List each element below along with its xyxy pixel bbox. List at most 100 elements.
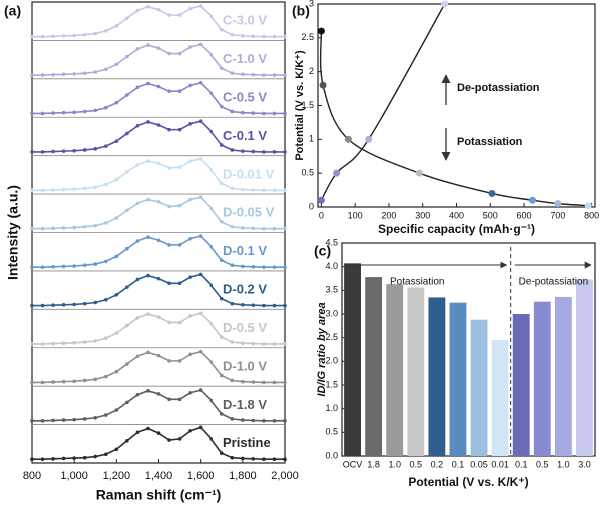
y-tick-label: 0 bbox=[309, 201, 314, 211]
spectrum-point bbox=[177, 127, 182, 132]
spectrum-point bbox=[72, 225, 76, 230]
point bbox=[317, 27, 325, 35]
spectrum-point bbox=[40, 34, 45, 39]
y-tick-label: 2.0 bbox=[325, 356, 338, 366]
y-tick-label: 4.0 bbox=[325, 261, 338, 271]
spectrum-point bbox=[198, 425, 203, 430]
spectrum-point bbox=[82, 301, 87, 306]
curve bbox=[319, 31, 589, 207]
spectrum-point bbox=[156, 161, 161, 166]
spectrum-point bbox=[51, 264, 55, 269]
spectrum-point bbox=[125, 54, 129, 59]
spectrum-point bbox=[103, 221, 108, 225]
spectrum-point bbox=[188, 275, 192, 279]
y-tick-label: 0.5 bbox=[325, 427, 338, 437]
spectrum-point bbox=[103, 452, 108, 457]
x-tick-label: 100 bbox=[348, 210, 363, 220]
spectrum-point bbox=[135, 430, 140, 435]
spectrum-point bbox=[156, 431, 161, 435]
spectrum-point bbox=[156, 7, 161, 12]
x-tick-label: 3.0 bbox=[578, 459, 591, 469]
spectrum-point bbox=[241, 34, 245, 38]
x-axis-label: Potential (V vs. K/K⁺) bbox=[408, 475, 528, 489]
spectrum-point bbox=[283, 380, 287, 385]
series-label: Pristine bbox=[223, 435, 271, 450]
spectrum-point bbox=[219, 296, 224, 301]
point bbox=[441, 0, 449, 8]
bar bbox=[344, 263, 361, 456]
y-tick-label: 2.5 bbox=[325, 332, 338, 342]
spectrum-point bbox=[114, 447, 119, 452]
spectrum-point bbox=[61, 72, 66, 77]
x-tick-label: 0.2 bbox=[431, 459, 444, 469]
spectrum-point bbox=[209, 321, 214, 326]
spectrum-point bbox=[146, 4, 150, 9]
x-tick-label: 0 bbox=[319, 210, 324, 220]
spectrum-point bbox=[272, 457, 277, 462]
bar bbox=[386, 284, 404, 456]
spectrum-point bbox=[93, 108, 98, 113]
spectrum-point bbox=[125, 323, 129, 328]
spectrum-point bbox=[114, 139, 119, 143]
spectrum-point bbox=[167, 204, 171, 209]
spectrum-point bbox=[51, 34, 55, 39]
spectrum-point bbox=[198, 388, 203, 392]
spectrum-point bbox=[262, 73, 266, 77]
spectrum-point bbox=[219, 66, 224, 70]
x-tick-label: 0.5 bbox=[536, 459, 549, 469]
spectrum-point bbox=[198, 80, 203, 85]
spectrum-point bbox=[198, 272, 203, 277]
spectrum-point bbox=[167, 89, 171, 93]
x-tick-label: 2,000 bbox=[271, 470, 299, 482]
spectrum-point bbox=[93, 262, 98, 266]
spectrum-point bbox=[93, 300, 98, 305]
y-tick-label: 4.5 bbox=[325, 237, 338, 247]
spectrum-point bbox=[230, 32, 235, 37]
spectrum-point bbox=[125, 208, 129, 213]
point bbox=[554, 200, 562, 208]
spectrum-point bbox=[72, 148, 76, 153]
point bbox=[584, 202, 592, 210]
spectrum-point bbox=[219, 220, 224, 224]
spectrum-point bbox=[114, 24, 119, 28]
y-tick-label: 2.5 bbox=[301, 32, 314, 42]
spectrum-point bbox=[82, 263, 87, 268]
spectrum-point bbox=[188, 159, 192, 163]
spectrum-point bbox=[114, 254, 119, 259]
spectrum-point bbox=[125, 93, 129, 97]
series-label: C-3.0 V bbox=[223, 13, 267, 28]
spectrum-point bbox=[230, 301, 235, 306]
spectrum-point bbox=[93, 339, 98, 343]
spectrum-point bbox=[82, 109, 87, 114]
spectrum-point bbox=[125, 16, 129, 21]
spectrum-point bbox=[283, 419, 287, 423]
bar bbox=[449, 302, 467, 456]
spectrum-point bbox=[241, 110, 245, 115]
x-tick-label: OCV bbox=[343, 459, 363, 469]
x-tick-label: 1,200 bbox=[103, 470, 131, 482]
x-tick-label: 1.8 bbox=[367, 459, 380, 469]
spectrum-point bbox=[219, 27, 224, 32]
spectrum-point bbox=[177, 13, 182, 17]
spectrum-point bbox=[198, 311, 203, 316]
y-tick-label: 1.0 bbox=[325, 403, 338, 413]
spectrum-point bbox=[156, 200, 161, 204]
spectrum-point bbox=[72, 33, 76, 38]
spectrum-point bbox=[209, 168, 214, 172]
spectrum-point bbox=[251, 341, 256, 346]
series-label: D-1.0 V bbox=[223, 358, 267, 373]
spectrum-point bbox=[146, 426, 150, 431]
spectrum-point bbox=[30, 419, 34, 423]
spectrum-point bbox=[241, 379, 245, 384]
bar bbox=[491, 340, 509, 456]
spectrum-point bbox=[146, 312, 150, 316]
x-axis-label: Specific capacity (mAh·g⁻¹) bbox=[378, 222, 535, 236]
spectrum-point bbox=[114, 408, 119, 412]
spectrum-point bbox=[114, 331, 119, 336]
spectrum-point bbox=[283, 226, 287, 231]
spectrum-point bbox=[167, 243, 171, 247]
x-tick-label: 1,600 bbox=[187, 470, 215, 482]
spectrum-point bbox=[51, 72, 55, 77]
spectrum-point bbox=[103, 413, 108, 417]
spectrum-point bbox=[167, 359, 171, 363]
